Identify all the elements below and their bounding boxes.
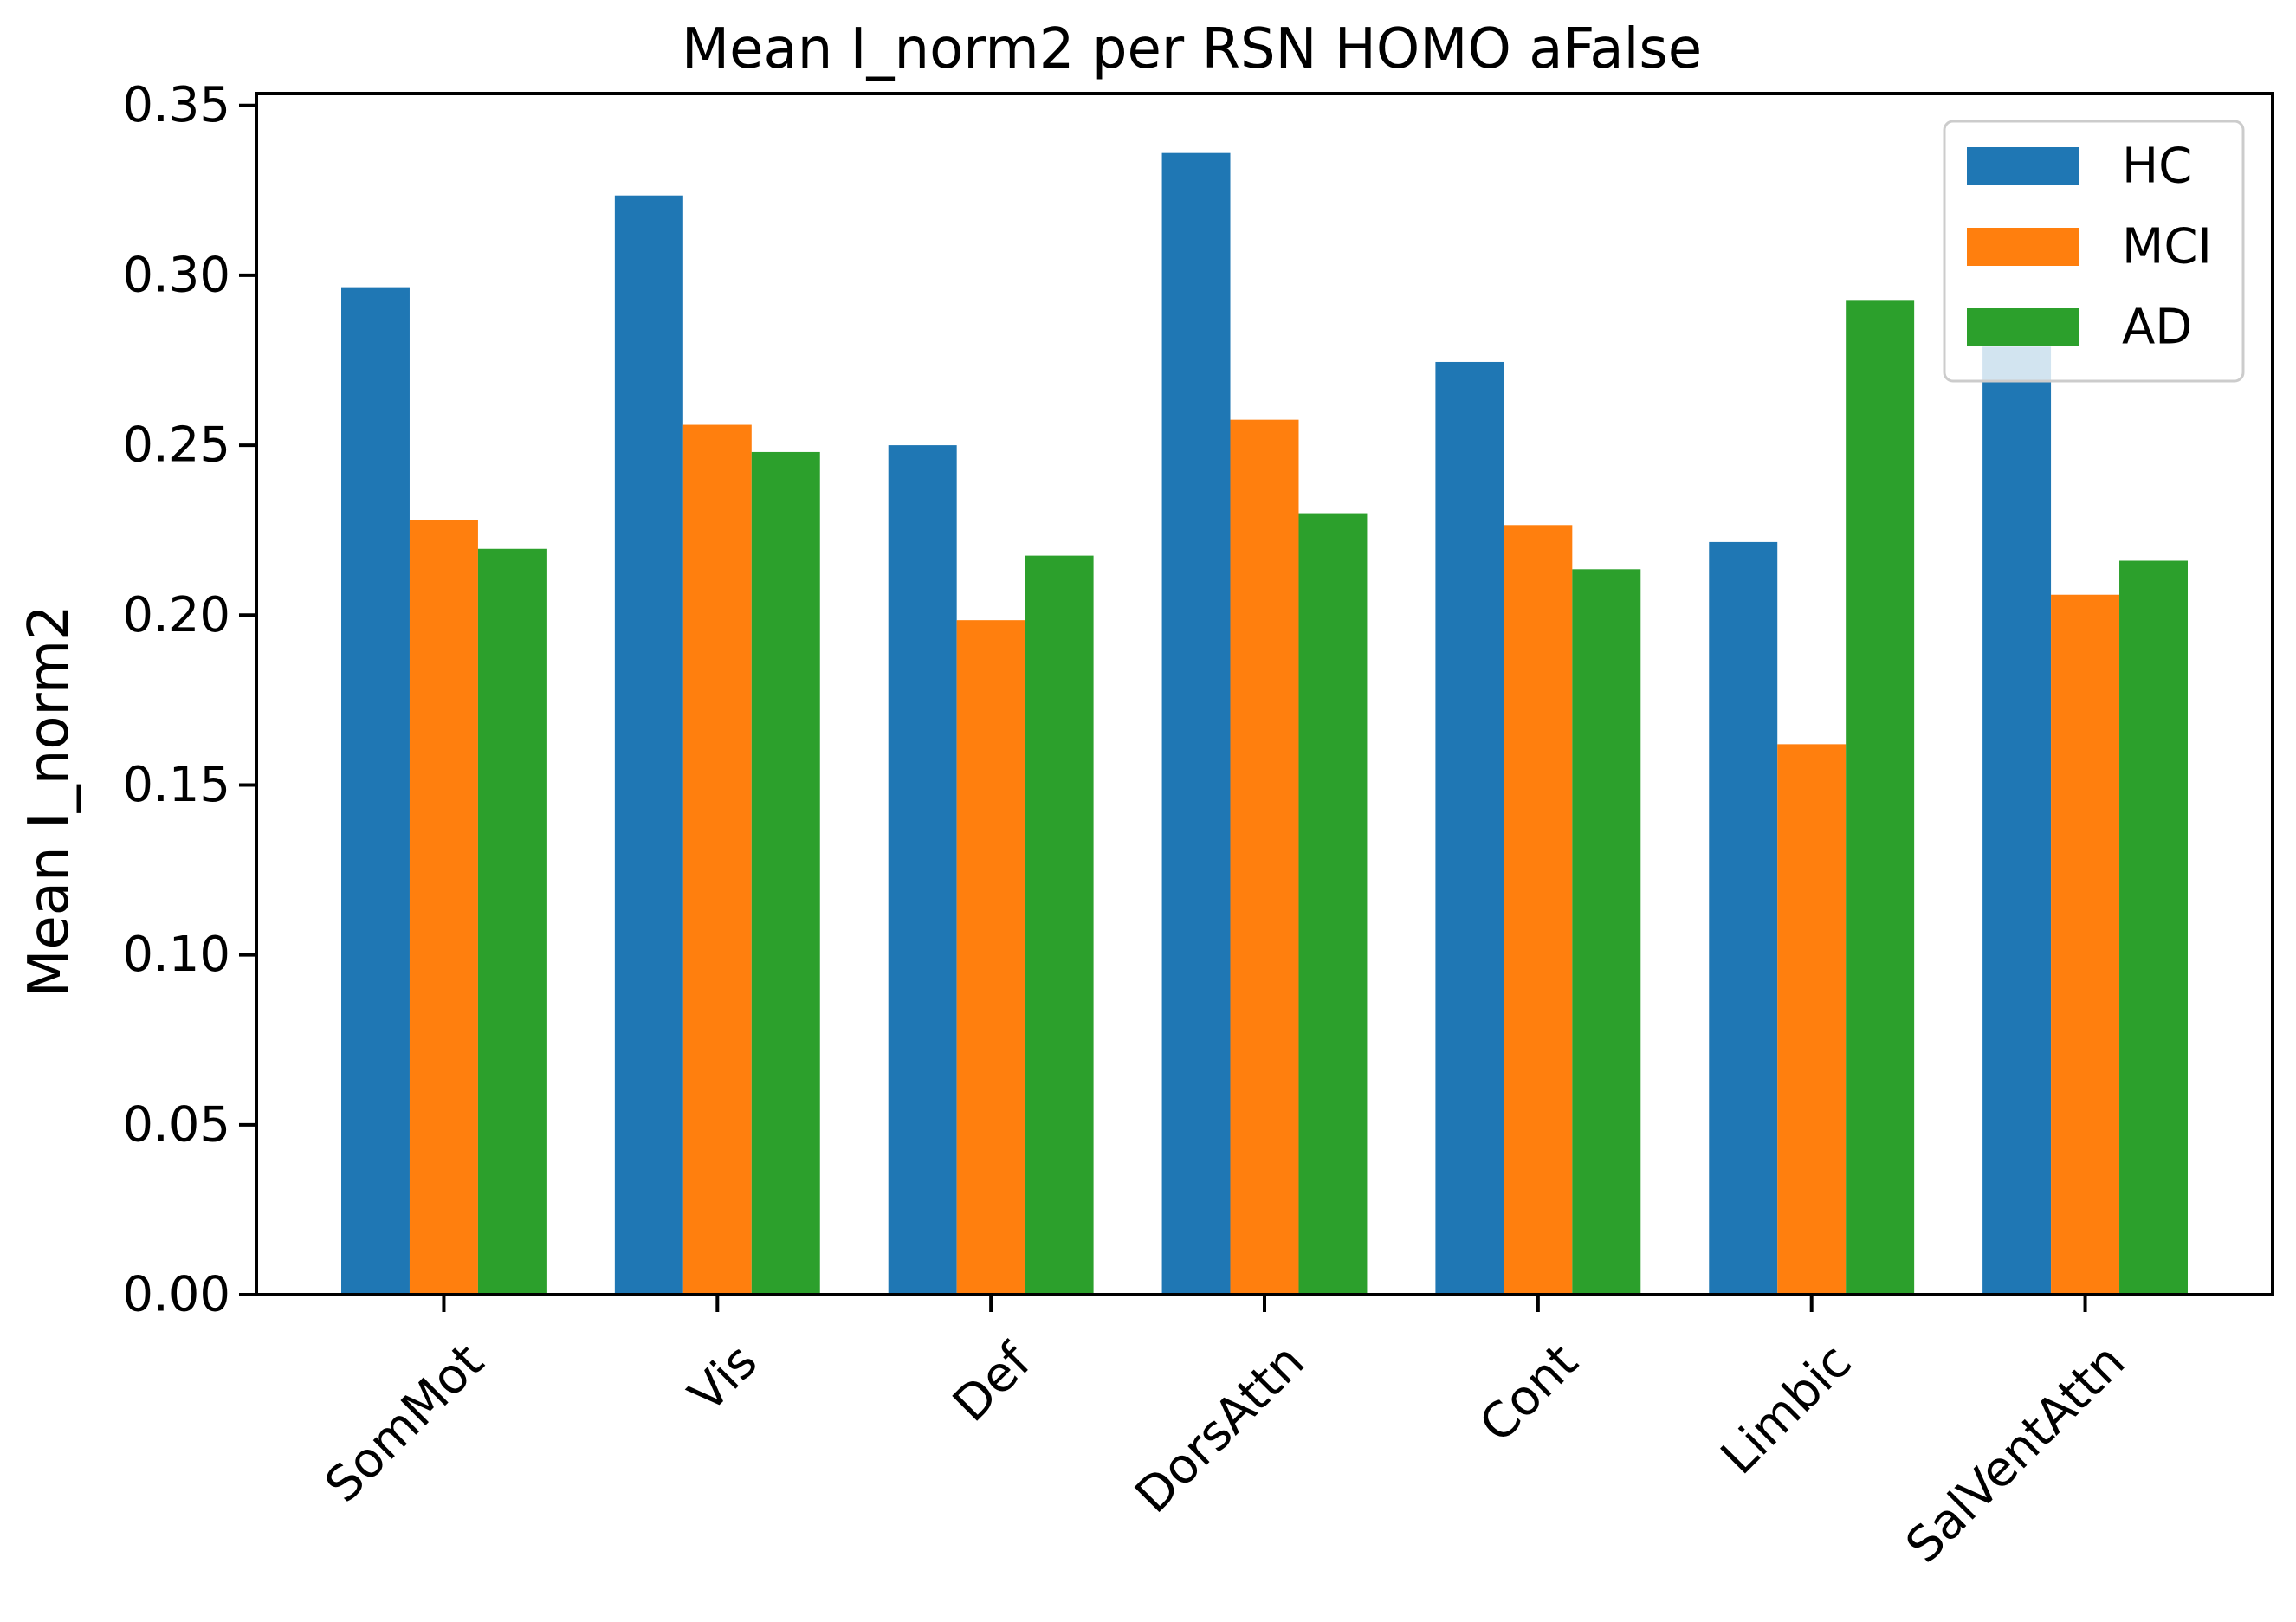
bars-group (341, 152, 2188, 1296)
bar-mci-cont (1504, 525, 1573, 1295)
y-tick-label: 0.30 (122, 247, 230, 303)
bar-ad-cont (1572, 569, 1641, 1295)
bar-ad-def (1025, 555, 1094, 1295)
x-tick-label: Cont (1469, 1334, 1588, 1453)
bar-mci-limbic (1777, 744, 1847, 1295)
legend-swatch-ad (1967, 308, 2079, 346)
x-tick-label: Vis (678, 1334, 768, 1424)
bar-ad-dorsattn (1298, 513, 1368, 1295)
bar-mci-salventattn (2051, 594, 2120, 1295)
y-tick-label: 0.25 (122, 417, 230, 474)
legend-swatch-hc (1967, 147, 2079, 185)
y-tick-label: 0.20 (122, 587, 230, 643)
bar-ad-limbic (1846, 300, 1915, 1296)
legend: HC MCI AD (1943, 120, 2245, 383)
x-tick-label: DorsAttn (1125, 1334, 1316, 1524)
bar-ad-salventattn (2119, 560, 2188, 1295)
bar-mci-def (956, 620, 1025, 1295)
legend-swatch-mci (1967, 228, 2079, 266)
bar-hc-dorsattn (1161, 152, 1231, 1296)
legend-label-mci: MCI (2122, 219, 2212, 275)
bar-hc-vis (614, 195, 683, 1296)
plot-frame (255, 92, 2274, 1296)
legend-label-hc: HC (2122, 139, 2192, 195)
legend-label-ad: AD (2122, 300, 2192, 356)
bar-hc-salventattn (1982, 346, 2052, 1295)
y-tick-label: 0.15 (122, 757, 230, 813)
bar-mci-sommot (409, 520, 478, 1295)
x-tick-label: SalVentAttn (1895, 1334, 2136, 1574)
x-tick-label: SomMot (314, 1334, 495, 1514)
bar-ad-vis (751, 451, 820, 1295)
bar-hc-cont (1435, 361, 1504, 1295)
bar-mci-vis (682, 424, 752, 1295)
y-tick-label: 0.05 (122, 1096, 230, 1153)
bar-hc-def (888, 445, 957, 1295)
chart-title: Mean I_norm2 per RSN HOMO aFalse (682, 17, 1702, 81)
x-tick-label: Limbic (1711, 1334, 1863, 1486)
y-axis-label: Mean I_norm2 (17, 604, 81, 998)
y-tick-label: 0.10 (122, 927, 230, 983)
bar-mci-dorsattn (1230, 419, 1299, 1295)
y-tick-label: 0.35 (122, 77, 230, 133)
bar-hc-sommot (341, 287, 410, 1296)
y-axis-ticks: 0.00 0.05 0.10 0.15 0.20 0.25 0.30 0.35 (122, 77, 256, 1323)
y-tick-label: 0.00 (122, 1267, 230, 1323)
x-tick-label: Def (942, 1333, 1043, 1433)
x-axis-ticks: SomMot Vis Def DorsAttn Cont Limbic SalVentAtt… (314, 1295, 2136, 1574)
bar-ad-sommot (477, 548, 547, 1295)
bar-hc-limbic (1709, 541, 1778, 1295)
